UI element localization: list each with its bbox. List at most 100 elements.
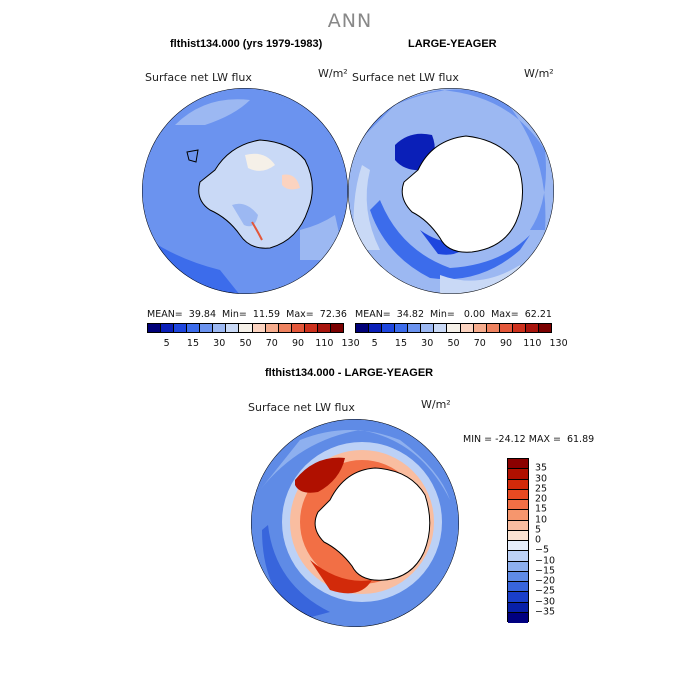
colorbar-tick-label: 20 [535,493,548,505]
colorbar-swatch [508,571,528,582]
colorbar-swatch [508,479,528,490]
panel-2-variable-label: Surface net LW flux [352,71,459,84]
colorbar-tick-label: 15 [394,338,407,349]
colorbar-swatch [148,324,162,332]
panel-3-stats: MIN = -24.12 MAX = 61.89 [463,434,595,445]
colorbar-swatch [508,561,528,572]
colorbar-swatch [317,324,331,332]
antarctica-outline [198,139,313,249]
colorbar-tick-label: 35 [535,462,548,474]
colorbar-tick-label: 50 [447,338,460,349]
colorbar-swatch [252,324,266,332]
colorbar-swatch [508,592,528,603]
map-obs-polar [348,88,554,294]
colorbar-tick-label: 15 [535,503,548,515]
colorbar-abs-2 [355,323,552,333]
panel-1-title: flthist134.000 (yrs 1979-1983) [170,38,323,50]
colorbar-tick-label: 30 [421,338,434,349]
antarctica-mask-diff [314,467,431,581]
colorbar-tick-label: −35 [535,606,556,618]
panel-2-stats: MEAN= 34.82 Min= 0.00 Max= 62.21 [355,309,552,320]
panel-1-stats: MEAN= 39.84 Min= 11.59 Max= 72.36 [147,309,347,320]
colorbar-tick-label: 90 [499,338,513,349]
colorbar-tick-label: 90 [291,338,305,349]
colorbar-diff-labels: 35 30 25 20 15 10 5 0 −5 −10 −15 −20 −25 −30 −35 [535,458,575,622]
colorbar-tick-label: −25 [535,585,556,597]
colorbar-swatch [265,324,279,332]
colorbar-tick-label: 5 [535,524,542,536]
colorbar-swatch [508,469,528,480]
page-title: ANN [327,10,373,32]
colorbar-swatch [434,324,448,332]
colorbar-tick-label: 5 [163,338,170,349]
colorbar-swatch [421,324,435,332]
colorbar-swatch [512,324,526,332]
colorbar-tick-label: −20 [535,575,556,587]
colorbar-swatch [508,582,528,593]
colorbar-tick-label: −30 [535,596,556,607]
colorbar-diff [507,458,529,623]
colorbar-swatch [226,324,240,332]
colorbar-tick-label: 130 [341,338,360,349]
colorbar-tick-label: 30 [213,338,226,349]
colorbar-tick-label: 5 [371,338,378,349]
panel-3-title: flthist134.000 - LARGE-YEAGER [265,367,434,379]
panel-2-units: W/m² [524,67,554,80]
colorbar-tick-label: 0 [535,534,542,546]
colorbar-tick-label: 30 [535,473,548,484]
colorbar-tick-label: 15 [186,338,199,349]
colorbar-tick-label: −5 [535,544,550,556]
colorbar-swatch [174,324,188,332]
colorbar-swatch [356,324,370,332]
panel-1-variable-label: Surface net LW flux [145,71,252,84]
colorbar-swatch [382,324,396,332]
colorbar-swatch [460,324,474,332]
colorbar-swatch [508,520,528,531]
colorbar-swatch [187,324,201,332]
colorbar-swatch [508,541,528,552]
colorbar-swatch [486,324,500,332]
colorbar-swatch [508,551,528,562]
colorbar-swatch [508,602,528,613]
colorbar-abs-1 [147,323,344,333]
colorbar-swatch [508,489,528,500]
colorbar-swatch [395,324,409,332]
colorbar-tick-label: 70 [473,338,486,349]
colorbar-swatch [330,324,343,332]
colorbar-tick-label: 110 [523,338,542,349]
colorbar-swatch [508,500,528,511]
colorbar-swatch [239,324,253,332]
colorbar-swatch [291,324,305,332]
map-model-polar [142,88,348,294]
colorbar-swatch [508,612,528,623]
colorbar-swatch [508,530,528,541]
colorbar-tick-label: 25 [535,483,548,495]
panel-2-title: LARGE-YEAGER [408,38,497,50]
colorbar-swatch [161,324,175,332]
colorbar-tick-label: −10 [535,555,556,566]
colorbar-swatch [508,510,528,521]
colorbar-swatch [499,324,513,332]
map-diff-polar [251,419,459,627]
colorbar-swatch [525,324,539,332]
colorbar-swatch [538,324,551,332]
colorbar-tick-label: −15 [535,565,556,577]
colorbar-swatch [473,324,487,332]
colorbar-swatch [408,324,422,332]
colorbar-tick-label: 50 [239,338,252,349]
colorbar-tick-label: 130 [549,338,568,349]
colorbar-swatch [447,324,461,332]
colorbar-swatch [369,324,383,332]
colorbar-tick-label: 110 [315,338,334,349]
panel-1-units: W/m² [318,67,348,80]
colorbar-tick-label: 70 [265,338,278,349]
colorbar-swatch [508,459,528,470]
colorbar-swatch [304,324,318,332]
colorbar-tick-label: 10 [535,514,548,525]
antarctica-mask [401,135,523,253]
colorbar-swatch [200,324,214,332]
colorbar-swatch [213,324,227,332]
colorbar-swatch [278,324,292,332]
panel-3-variable-label: Surface net LW flux [248,401,355,414]
